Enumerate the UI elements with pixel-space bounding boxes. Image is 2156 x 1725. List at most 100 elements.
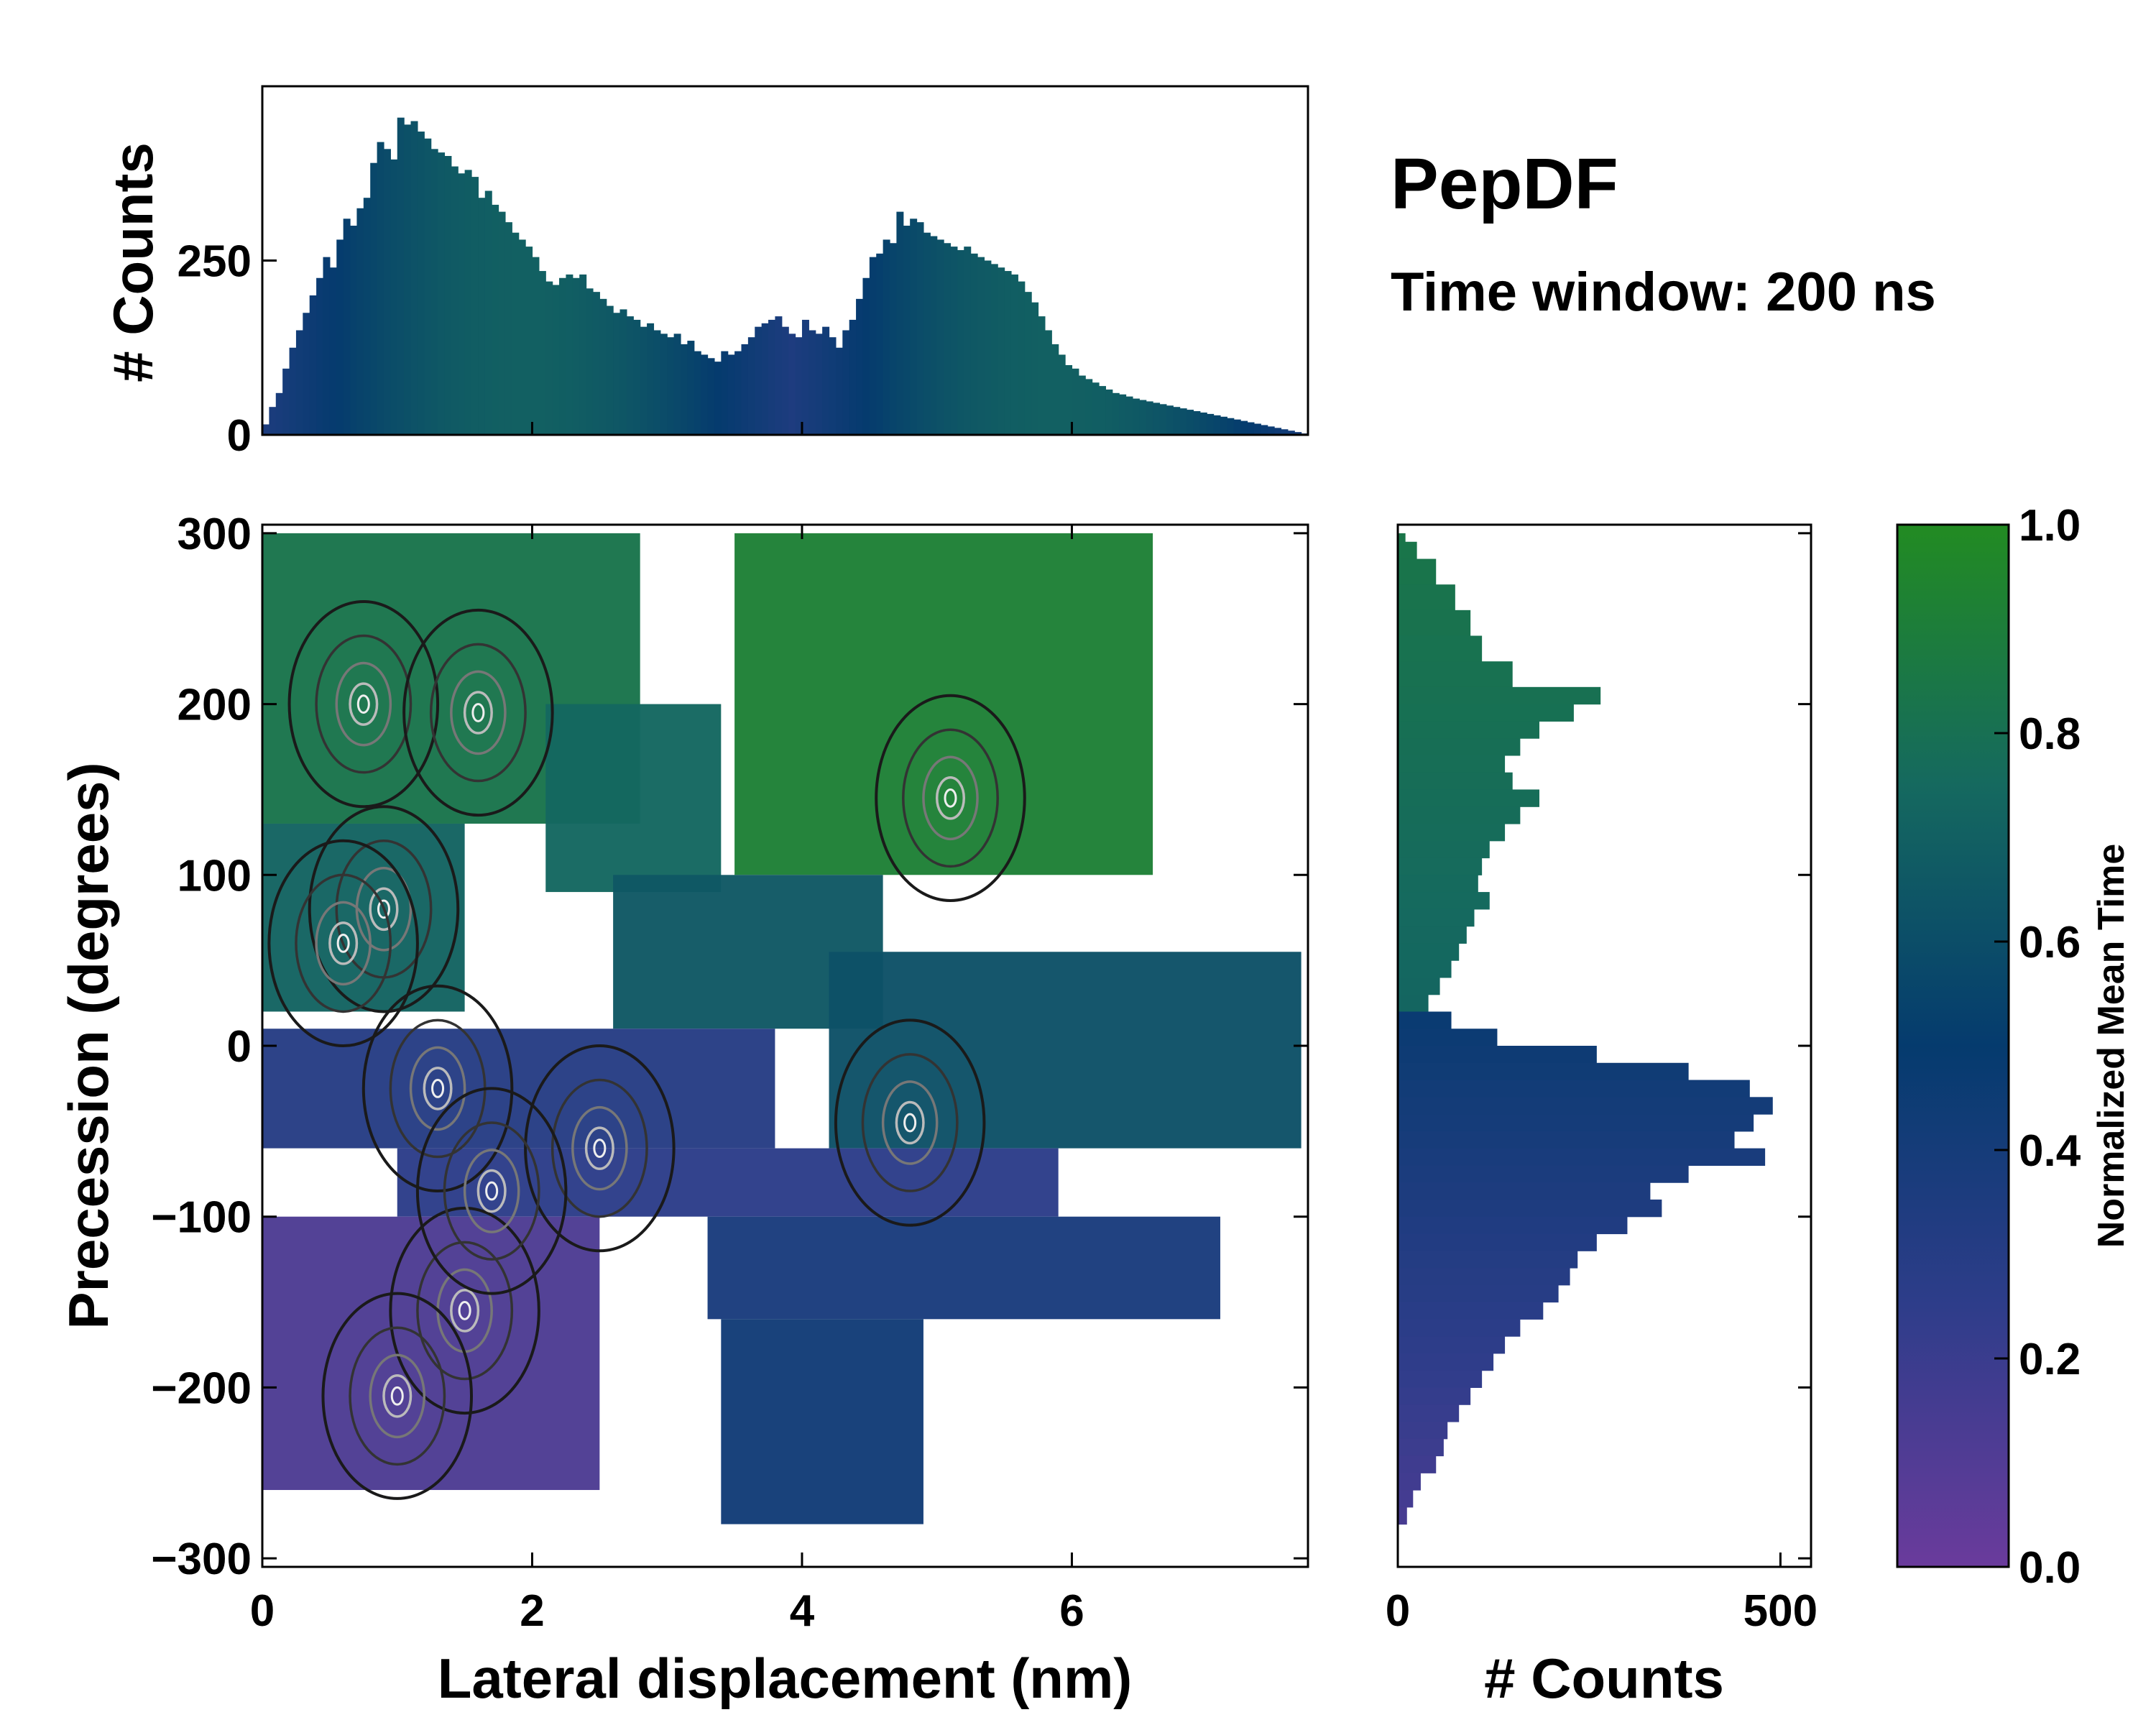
main-ytick-label-1: 200 (178, 681, 252, 730)
top-hist-bar (923, 232, 931, 435)
top-hist-bar (518, 239, 526, 435)
heatmap-region-3 (734, 533, 1153, 875)
density-contour-9-4 (944, 788, 957, 808)
density-contour-1-2 (450, 670, 507, 755)
right-hist-bar (1398, 1302, 1544, 1320)
density-contour-8-2 (369, 1353, 426, 1439)
top-ytick-label-1: 250 (178, 237, 252, 287)
heatmap-region-5 (829, 952, 1302, 1149)
right-hist-bar (1398, 1233, 1597, 1251)
density-contour-1-0 (402, 608, 554, 817)
right-hist-bar (1398, 977, 1440, 995)
top-hist-bar (559, 277, 567, 435)
main-xlabel: Lateral displacement (nm) (438, 1647, 1133, 1710)
right-hist-bar (1398, 772, 1513, 791)
density-contour-6-4 (431, 1079, 445, 1098)
right-hist-bar (1398, 1490, 1414, 1508)
right-hist-bar (1398, 610, 1471, 637)
right-hist-bar (1398, 840, 1490, 859)
right-hist-bar (1398, 789, 1539, 807)
colorbar-gradient (1896, 523, 2010, 1568)
top-hist-bar (936, 239, 944, 435)
top-hist-bar (417, 132, 425, 436)
density-contour-7-3 (450, 1289, 480, 1333)
top-hist-bar (410, 121, 418, 435)
top-hist-bar (647, 323, 655, 435)
top-hist-bar (734, 351, 742, 435)
top-hist-bar (1125, 396, 1133, 435)
top-hist-bar (755, 326, 763, 435)
top-hist-bar (747, 337, 755, 435)
top-hist-bar (1072, 368, 1079, 435)
top-hist-bar (1274, 428, 1282, 435)
top-hist-bar (795, 337, 803, 435)
top-hist-bar (1281, 429, 1289, 435)
top-hist-bar (397, 117, 405, 435)
top-hist-bar (977, 257, 985, 435)
top-hist-bar (1010, 274, 1018, 435)
top-hist-bar (964, 247, 972, 435)
right-hist-bar (1398, 1182, 1651, 1200)
top-hist-bar (1031, 302, 1039, 435)
top-hist-bar (701, 354, 709, 435)
density-contour-6-3 (423, 1067, 453, 1110)
top-hist-bar (721, 351, 729, 435)
top-hist-bar (390, 159, 398, 435)
density-contour-8-1 (349, 1326, 446, 1466)
top-hist-bar (842, 330, 850, 435)
top-hist-bar (295, 330, 303, 435)
density-contour-0-0 (287, 599, 440, 809)
right-hist-bar (1398, 1336, 1506, 1354)
top-hist-bar (383, 149, 391, 436)
heatmap-regions (262, 533, 1302, 1524)
top-hist-bar (788, 334, 796, 435)
top-hist-bar (869, 257, 877, 435)
top-hist-bar (801, 319, 809, 435)
top-hist-bar (896, 211, 904, 435)
top-hist-bar (856, 298, 864, 435)
top-hist-bar (478, 198, 486, 435)
top-hist-bar (781, 326, 789, 435)
density-contour-6-0 (361, 984, 514, 1193)
right-hist-bar (1398, 1062, 1689, 1081)
right-hist-bar (1398, 1148, 1766, 1166)
top-hist-bar (990, 264, 998, 435)
top-hist-bar (1112, 392, 1120, 435)
top-hist-bar (458, 173, 466, 435)
heatmap-region-10 (721, 1319, 923, 1524)
top-hist-bar (1132, 398, 1140, 435)
top-hist-bar (1139, 400, 1147, 435)
right-hist-bar (1398, 1319, 1521, 1337)
density-contour-3-1 (295, 873, 392, 1013)
top-hist-bar (707, 358, 715, 435)
top-ytick-label-0: 0 (227, 411, 252, 461)
heatmap-region-6 (262, 1029, 775, 1149)
right-hist-bar (1398, 823, 1506, 842)
density-contour-4-3 (895, 1100, 925, 1145)
density-contour-7-0 (389, 1206, 540, 1415)
top-hist-bar (1099, 386, 1106, 435)
density-contour-4-2 (881, 1080, 939, 1165)
top-hist-bar (599, 298, 607, 435)
density-contour-1-1 (429, 643, 527, 783)
top-hist-bar (430, 149, 438, 436)
right-hist-bar (1398, 1165, 1689, 1183)
main-ytick-label-6: −300 (151, 1535, 252, 1584)
top-hist-bar (309, 295, 317, 435)
right-hist-bar (1398, 704, 1574, 722)
right-hist-bar (1398, 1438, 1444, 1457)
density-contour-3-4 (336, 933, 350, 953)
density-contour-9-2 (922, 755, 979, 841)
top-hist-bar (808, 330, 816, 435)
top-hist-bar (998, 267, 1005, 435)
top-hist-bar (323, 257, 331, 435)
right-hist-bar (1398, 1011, 1452, 1029)
right-hist-bar (1398, 1080, 1750, 1098)
top-hist-bar (492, 204, 499, 435)
right-hist-bar (1398, 806, 1521, 824)
main-ytick-label-3: 0 (227, 1022, 252, 1072)
main-ytick-label-5: −200 (151, 1363, 252, 1413)
density-contour-0-2 (335, 661, 392, 747)
top-hist-bar (592, 292, 600, 435)
density-contour-1-3 (463, 691, 493, 735)
